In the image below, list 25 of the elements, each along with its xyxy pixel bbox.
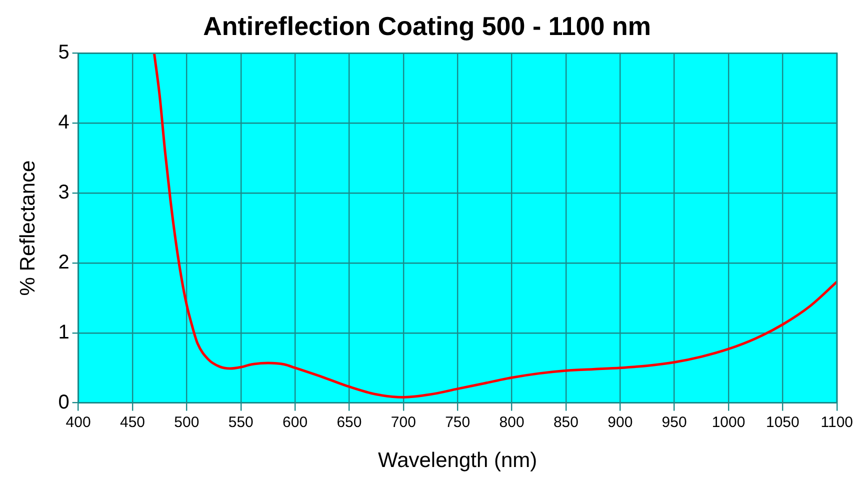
x-tick-label: 700 <box>390 414 416 431</box>
x-tick-label: 950 <box>662 414 687 431</box>
x-tick-label: 550 <box>228 414 254 431</box>
x-tick-label: 1100 <box>820 414 854 431</box>
x-tick-label: 500 <box>174 414 200 431</box>
y-tick-label: 2 <box>58 251 70 274</box>
y-tick-label: 0 <box>58 391 70 414</box>
y-tick-label: 4 <box>58 112 70 134</box>
chart-title: Antireflection Coating 500 - 1100 nm <box>203 10 651 41</box>
x-tick-label: 850 <box>553 414 578 431</box>
x-tick-label: 600 <box>282 414 308 431</box>
line-series <box>152 53 837 398</box>
x-tick-label: 750 <box>445 414 470 431</box>
x-tick-label: 1000 <box>712 414 746 431</box>
x-tick-label: 800 <box>499 414 524 431</box>
x-axis-title: Wavelength (nm) <box>378 449 538 472</box>
x-tick-label: 900 <box>608 414 633 431</box>
y-tick-label: 1 <box>58 321 70 344</box>
x-tick-label: 1050 <box>766 414 800 431</box>
y-tick-label: 3 <box>58 182 70 204</box>
y-axis-title: % Reflectance <box>16 160 40 296</box>
x-tick-label: 400 <box>66 414 91 431</box>
y-tick-label: 5 <box>58 42 70 64</box>
x-tick-label: 450 <box>120 414 146 431</box>
x-tick-label: 650 <box>336 414 362 431</box>
